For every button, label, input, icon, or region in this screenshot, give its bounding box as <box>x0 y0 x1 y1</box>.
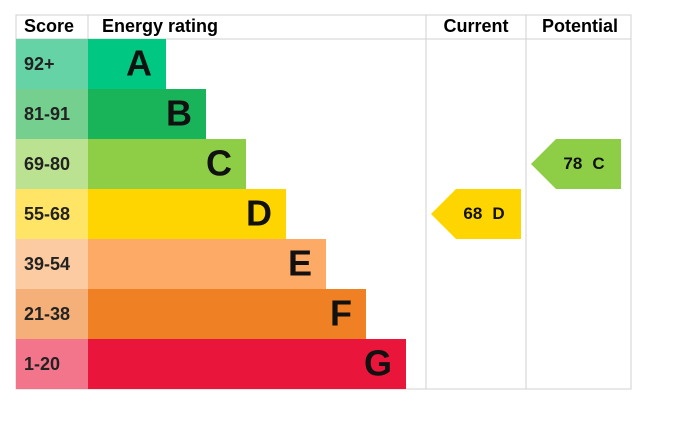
score: 68 <box>463 204 482 223</box>
rating-letter: A <box>126 43 152 84</box>
rating-letter: G <box>364 343 392 384</box>
header-current: Current <box>443 16 508 36</box>
score-range: 92+ <box>24 54 55 74</box>
rating-bar <box>88 339 406 389</box>
score-range: 39-54 <box>24 254 70 274</box>
score-cell <box>16 189 88 239</box>
rating-bar <box>88 289 366 339</box>
score-cell <box>16 89 88 139</box>
rating-bar <box>88 239 326 289</box>
rating: C <box>592 154 604 173</box>
rating-letter: D <box>246 193 272 234</box>
score-cell <box>16 39 88 89</box>
rating-bar <box>88 39 166 89</box>
header-potential: Potential <box>542 16 618 36</box>
current-label: 68 D <box>463 204 504 223</box>
score-range: 21-38 <box>24 304 70 324</box>
score-cell <box>16 239 88 289</box>
rating-bar <box>88 139 246 189</box>
rating: D <box>492 204 504 223</box>
rating-letter: E <box>288 243 312 284</box>
score-range: 69-80 <box>24 154 70 174</box>
current-arrow <box>431 189 521 239</box>
header-rating: Energy rating <box>102 16 218 36</box>
score-range: 81-91 <box>24 104 70 124</box>
score-cell <box>16 289 88 339</box>
score-cell <box>16 139 88 189</box>
potential-arrow <box>531 139 621 189</box>
score-range: 55-68 <box>24 204 70 224</box>
score: 78 <box>563 154 582 173</box>
score-range: 1-20 <box>24 354 60 374</box>
header-score: Score <box>24 16 74 36</box>
potential-label: 78 C <box>563 154 604 173</box>
rating-letter: F <box>330 293 352 334</box>
rating-bar <box>88 189 286 239</box>
rating-bar <box>88 89 206 139</box>
rating-letter: B <box>166 93 192 134</box>
rating-letter: C <box>206 143 232 184</box>
score-cell <box>16 339 88 389</box>
